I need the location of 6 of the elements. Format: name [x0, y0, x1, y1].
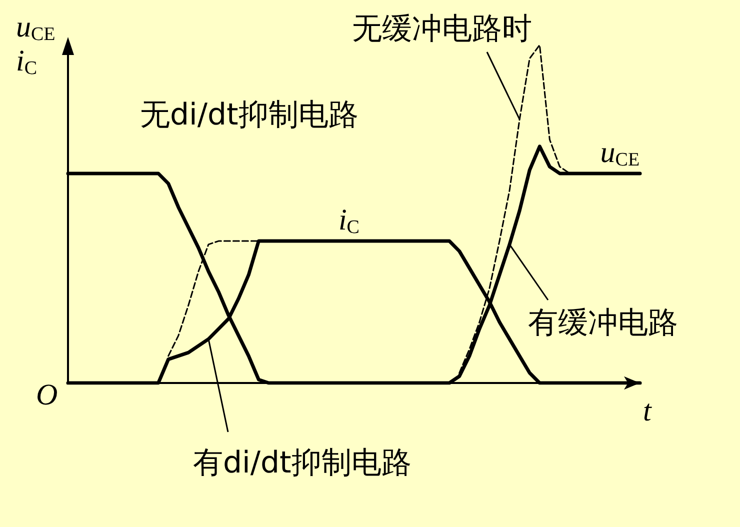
x-axis-title: t — [643, 394, 652, 428]
text: 有di/dt抑制电路 — [193, 446, 412, 480]
annotation: 无di/dt抑制电路 — [140, 98, 358, 132]
annotation: 有缓冲电路 — [528, 306, 678, 340]
text: O — [36, 378, 58, 412]
annotation: 无缓冲电路时 — [352, 12, 532, 46]
